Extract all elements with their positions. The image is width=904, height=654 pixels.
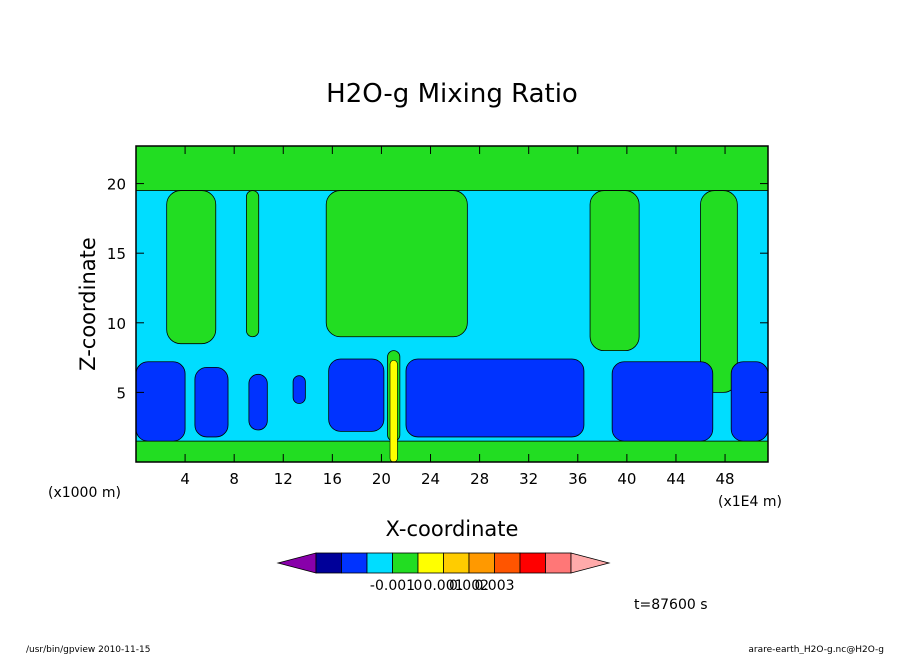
x-tick-label: 44 (666, 470, 685, 488)
footer-left: /usr/bin/gpview 2010-11-15 (26, 645, 150, 654)
top-green-band (136, 146, 768, 191)
colorbar-tick-label: 0.002 (449, 578, 489, 594)
y-tick-label: 20 (107, 176, 126, 194)
colorbar-tick-label: 0 (414, 578, 423, 594)
bottom-green-band (136, 440, 768, 462)
green-column (325, 190, 468, 338)
x-tick-label: 32 (519, 470, 538, 488)
x-tick-label: 40 (617, 470, 636, 488)
colorbar-tick-label: -0.001 (370, 578, 415, 594)
colorbar-arrow-low (276, 552, 317, 574)
blue-blob (611, 361, 714, 442)
colorbar-box (315, 552, 342, 574)
x-tick-label: 12 (274, 470, 293, 488)
blue-blob (730, 361, 768, 442)
blue-blob (136, 361, 186, 442)
colorbar-box (519, 552, 546, 574)
x-unit-label: (x1E4 m) (718, 494, 782, 510)
footer-right: arare-earth_H2O-g.nc@H2O-g (748, 645, 884, 654)
y-tick-label: 10 (107, 315, 126, 333)
x-tick-label: 36 (568, 470, 587, 488)
blue-blob (328, 358, 385, 432)
colorbar-box (468, 552, 495, 574)
green-column (700, 190, 738, 393)
colorbar-box (392, 552, 419, 574)
green-column (166, 190, 217, 345)
x-axis-label: X-coordinate (386, 517, 519, 541)
blue-blob (194, 366, 229, 438)
green-column (589, 190, 640, 352)
blue-blob (292, 375, 306, 404)
plot-area (136, 146, 768, 462)
colorbar-box (494, 552, 521, 574)
x-tick-label: 16 (323, 470, 342, 488)
colorbar-box (545, 552, 572, 574)
x-tick-label: 24 (421, 470, 440, 488)
colorbar-box (366, 552, 393, 574)
plot-frame (135, 145, 769, 463)
y-tick-label: 5 (116, 384, 126, 402)
colorbar-tick-label: 0.003 (474, 578, 514, 594)
y-unit-label: (x1000 m) (48, 485, 121, 501)
green-column (246, 190, 260, 338)
colorbar-box (341, 552, 368, 574)
y-tick-label: 15 (107, 245, 126, 263)
yellow-spike (389, 360, 398, 462)
colorbar-box (443, 552, 470, 574)
x-tick-label: 20 (372, 470, 391, 488)
colorbar-box (417, 552, 444, 574)
colorbar-tick-label: 0.001 (423, 578, 463, 594)
blue-blob (248, 373, 268, 431)
x-tick-label: 28 (470, 470, 489, 488)
x-tick-label: 48 (716, 470, 735, 488)
x-tick-label: 4 (180, 470, 190, 488)
chart-title: H2O-g Mixing Ratio (326, 79, 578, 109)
y-axis-label: Z-coordinate (76, 237, 100, 371)
blue-blob (405, 358, 585, 438)
x-tick-label: 8 (229, 470, 239, 488)
colorbar-arrow-high (570, 552, 611, 574)
time-label: t=87600 s (634, 597, 708, 613)
